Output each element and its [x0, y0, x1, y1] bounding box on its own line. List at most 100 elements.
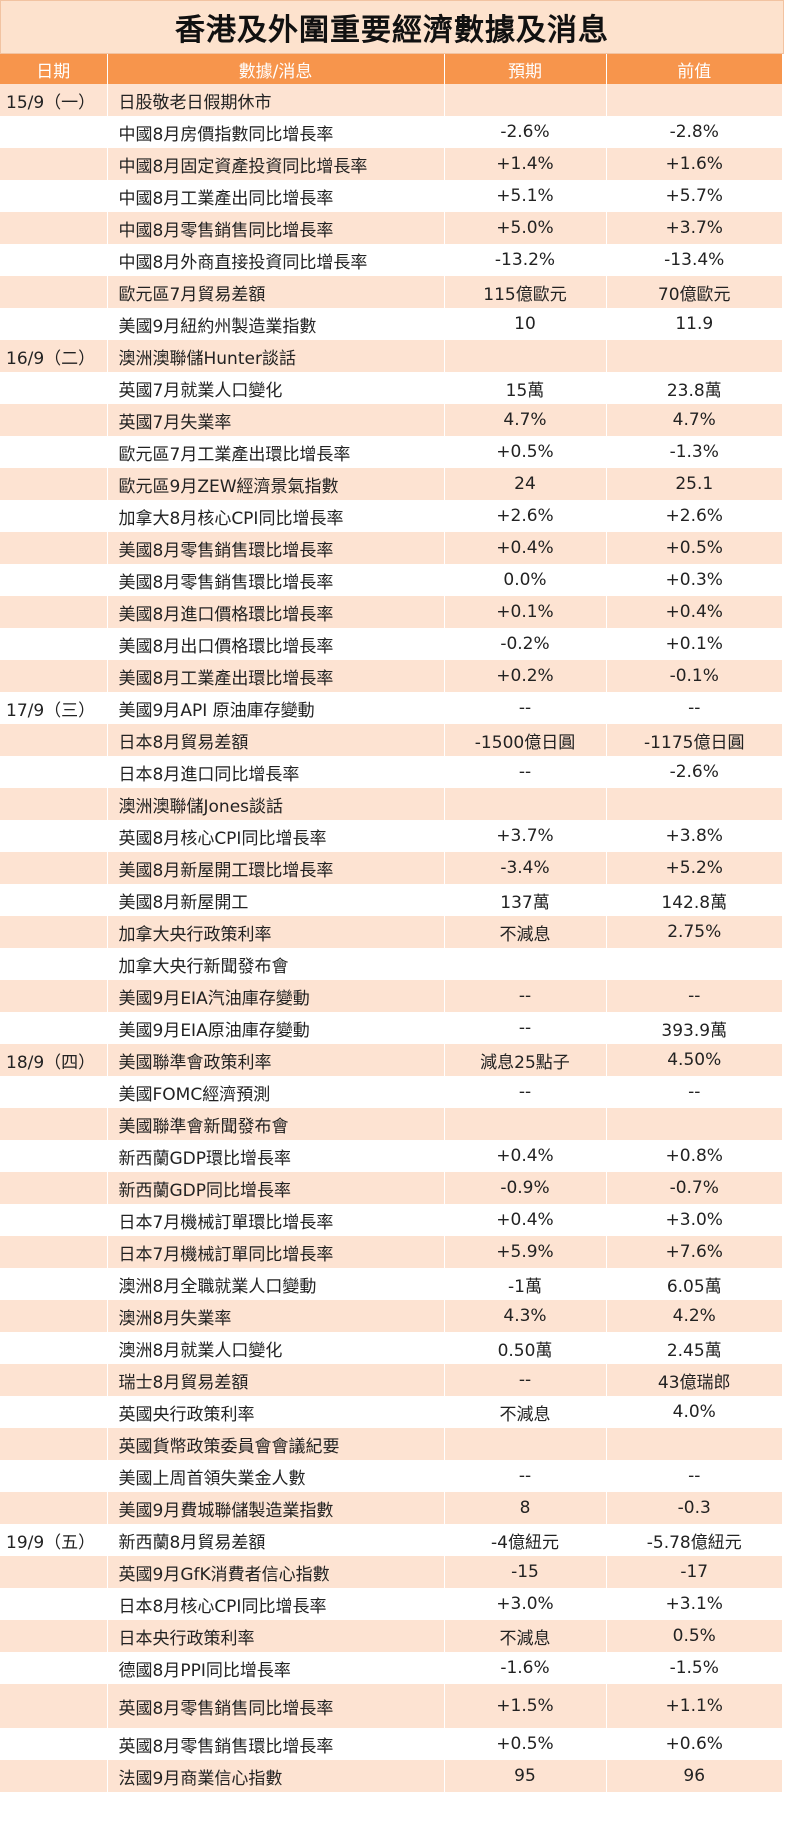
row-previous-cell: -5.78億紐元	[606, 1524, 782, 1556]
table-header: 日期 數據/消息 預期 前值	[0, 54, 782, 84]
row-date-cell	[0, 116, 108, 148]
table-row: 美國9月費城聯儲製造業指數 8 -0.3	[0, 1492, 782, 1524]
row-forecast-cell: 115億歐元	[444, 276, 607, 308]
row-forecast-cell: --	[444, 1012, 607, 1044]
row-date-cell	[0, 532, 108, 564]
row-previous-cell: 25.1	[606, 468, 782, 500]
row-forecast-cell: 減息25點子	[444, 1044, 607, 1076]
table-row: 英國9月GfK消費者信心指數 -15 -17	[0, 1556, 782, 1588]
row-previous-cell: +0.8%	[606, 1140, 782, 1172]
row-item-cell: 中國8月零售銷售同比增長率	[107, 212, 445, 244]
row-previous-cell: -1175億日圓	[606, 724, 782, 756]
row-previous-cell: +0.3%	[606, 564, 782, 596]
column-header-date: 日期	[0, 54, 108, 84]
table-row: 英國8月零售銷售環比增長率 +0.5% +0.6%	[0, 1728, 782, 1760]
table-row: 日本7月機械訂單同比增長率 +5.9% +7.6%	[0, 1236, 782, 1268]
row-date-cell	[0, 1364, 108, 1396]
row-date-cell	[0, 564, 108, 596]
row-date-cell	[0, 1460, 108, 1492]
row-item-cell: 日本8月核心CPI同比增長率	[107, 1588, 445, 1620]
row-date-cell	[0, 436, 108, 468]
row-item-cell: 澳洲澳聯儲Jones談話	[107, 788, 445, 820]
row-date-cell	[0, 1588, 108, 1620]
row-item-cell: 法國9月商業信心指數	[107, 1760, 445, 1792]
row-previous-cell: 43億瑞郎	[606, 1364, 782, 1396]
row-item-cell: 日本7月機械訂單環比增長率	[107, 1204, 445, 1236]
table-row: 17/9（三） 美國9月API 原油庫存變動 -- --	[0, 692, 782, 724]
row-item-cell: 中國8月固定資產投資同比增長率	[107, 148, 445, 180]
table-row: 日本8月核心CPI同比增長率 +3.0% +3.1%	[0, 1588, 782, 1620]
row-item-cell: 美國8月零售銷售環比增長率	[107, 564, 445, 596]
row-forecast-cell: -0.9%	[444, 1172, 607, 1204]
row-forecast-cell: -1500億日圓	[444, 724, 607, 756]
row-forecast-cell: 10	[444, 308, 607, 340]
row-previous-cell: +3.8%	[606, 820, 782, 852]
row-previous-cell: 4.0%	[606, 1396, 782, 1428]
row-previous-cell: +1.6%	[606, 148, 782, 180]
table-row: 英國8月核心CPI同比增長率 +3.7% +3.8%	[0, 820, 782, 852]
row-forecast-cell: -1.6%	[444, 1652, 607, 1684]
table-row: 澳洲8月全職就業人口變動 -1萬 6.05萬	[0, 1268, 782, 1300]
row-date-cell	[0, 756, 108, 788]
row-previous-cell: -17	[606, 1556, 782, 1588]
table-row: 日本8月貿易差額 -1500億日圓 -1175億日圓	[0, 724, 782, 756]
row-forecast-cell	[444, 788, 607, 820]
table-row: 英國7月就業人口變化 15萬 23.8萬	[0, 372, 782, 404]
row-date-cell	[0, 660, 108, 692]
row-previous-cell: 2.75%	[606, 916, 782, 948]
table-row: 澳洲8月就業人口變化 0.50萬 2.45萬	[0, 1332, 782, 1364]
table-row: 加拿大央行政策利率 不減息 2.75%	[0, 916, 782, 948]
row-date-cell	[0, 1172, 108, 1204]
row-item-cell: 美國8月新屋開工	[107, 884, 445, 916]
row-previous-cell	[606, 948, 782, 980]
row-date-cell	[0, 852, 108, 884]
row-previous-cell: +3.1%	[606, 1588, 782, 1620]
row-date-cell	[0, 724, 108, 756]
row-previous-cell: +0.1%	[606, 628, 782, 660]
row-date-cell	[0, 276, 108, 308]
row-item-cell: 歐元區9月ZEW經濟景氣指數	[107, 468, 445, 500]
table-row: 15/9（一） 日股敬老日假期休市	[0, 84, 782, 116]
row-item-cell: 日本央行政策利率	[107, 1620, 445, 1652]
row-date-cell	[0, 1108, 108, 1140]
row-item-cell: 美國FOMC經濟預測	[107, 1076, 445, 1108]
row-item-cell: 美國8月零售銷售環比增長率	[107, 532, 445, 564]
table-row: 歐元區7月工業產出環比增長率 +0.5% -1.3%	[0, 436, 782, 468]
row-item-cell: 日本8月進口同比增長率	[107, 756, 445, 788]
economic-calendar-table: 日期 數據/消息 預期 前值 15/9（一） 日股敬老日假期休市 中國8月房價指數同…	[0, 54, 782, 1792]
row-date-cell	[0, 1300, 108, 1332]
row-forecast-cell: +3.0%	[444, 1588, 607, 1620]
row-date-cell	[0, 1760, 108, 1792]
row-forecast-cell: +2.6%	[444, 500, 607, 532]
row-forecast-cell: 0.50萬	[444, 1332, 607, 1364]
row-date-cell	[0, 1684, 108, 1728]
row-date-cell	[0, 180, 108, 212]
row-forecast-cell: --	[444, 1076, 607, 1108]
table-row: 澳洲澳聯儲Jones談話	[0, 788, 782, 820]
row-item-cell: 美國9月EIA汽油庫存變動	[107, 980, 445, 1012]
row-previous-cell	[606, 340, 782, 372]
row-date-cell	[0, 596, 108, 628]
table-row: 日本7月機械訂單環比增長率 +0.4% +3.0%	[0, 1204, 782, 1236]
row-previous-cell: 393.9萬	[606, 1012, 782, 1044]
row-previous-cell: +3.0%	[606, 1204, 782, 1236]
row-item-cell: 美國8月進口價格環比增長率	[107, 596, 445, 628]
row-item-cell: 歐元區7月工業產出環比增長率	[107, 436, 445, 468]
table-row: 歐元區9月ZEW經濟景氣指數 24 25.1	[0, 468, 782, 500]
row-forecast-cell: +0.1%	[444, 596, 607, 628]
table-row: 日本央行政策利率 不減息 0.5%	[0, 1620, 782, 1652]
row-date-cell	[0, 1140, 108, 1172]
table-row: 美國9月EIA原油庫存變動 -- 393.9萬	[0, 1012, 782, 1044]
row-item-cell: 德國8月PPI同比增長率	[107, 1652, 445, 1684]
row-previous-cell: 70億歐元	[606, 276, 782, 308]
row-item-cell: 英國央行政策利率	[107, 1396, 445, 1428]
row-item-cell: 英國7月就業人口變化	[107, 372, 445, 404]
row-forecast-cell: -3.4%	[444, 852, 607, 884]
row-forecast-cell: +0.4%	[444, 1204, 607, 1236]
row-date-cell	[0, 1076, 108, 1108]
row-previous-cell: -1.5%	[606, 1652, 782, 1684]
row-forecast-cell: +1.5%	[444, 1684, 607, 1728]
row-forecast-cell: --	[444, 692, 607, 724]
table-row: 德國8月PPI同比增長率 -1.6% -1.5%	[0, 1652, 782, 1684]
row-forecast-cell: --	[444, 756, 607, 788]
